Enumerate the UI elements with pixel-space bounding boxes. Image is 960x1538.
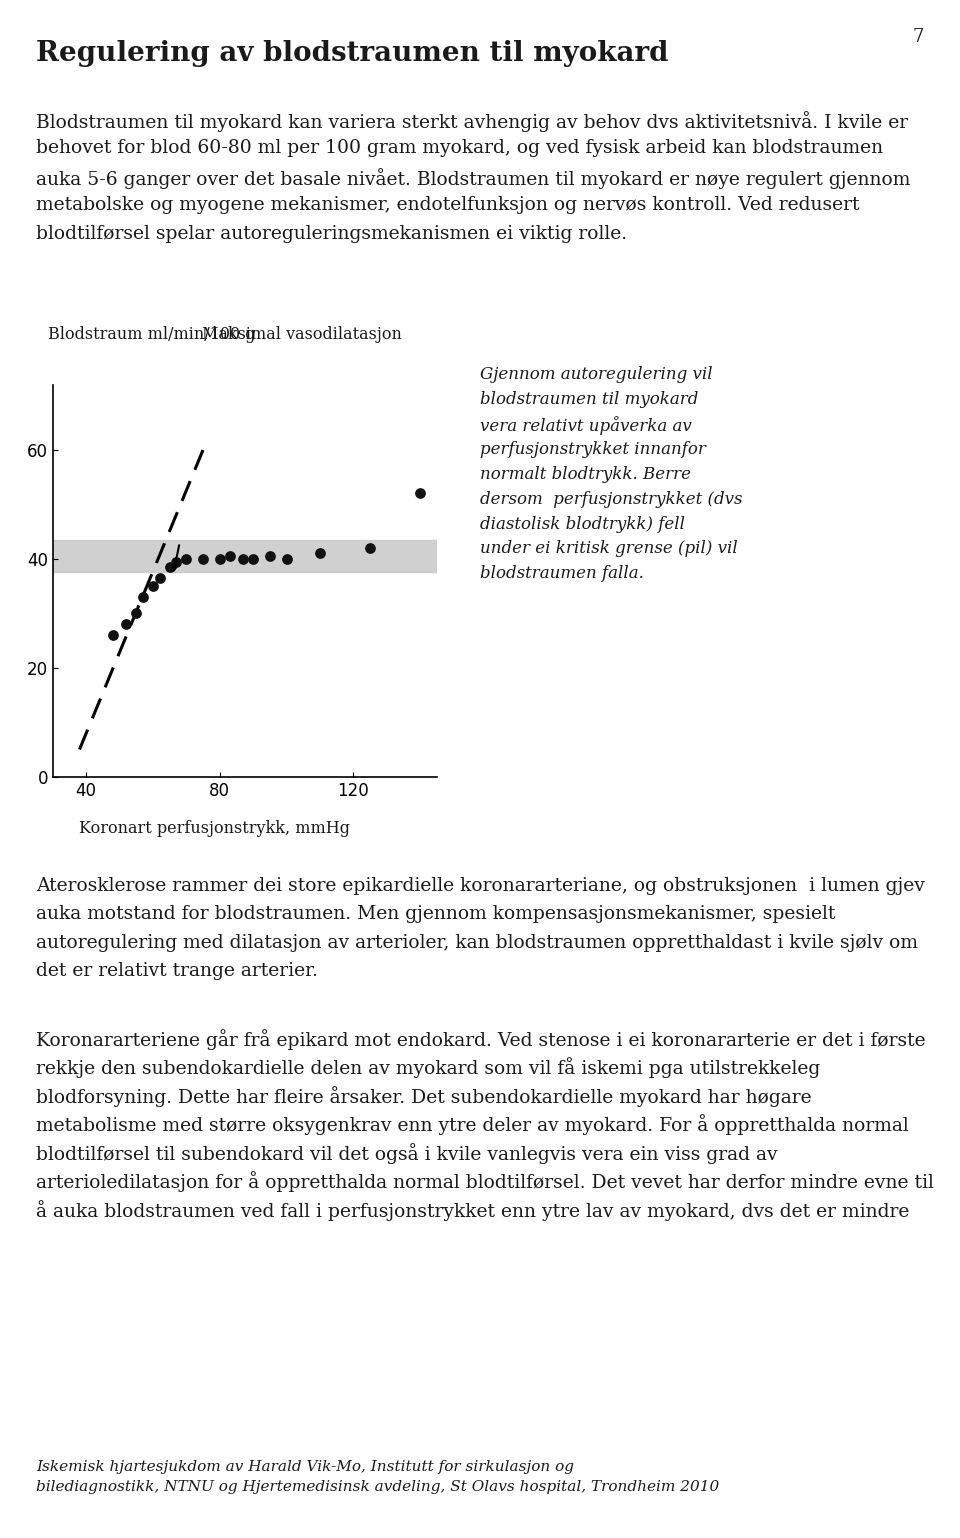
Text: rekkje den subendokardielle delen av myokard som vil få iskemi pga utilstrekkele: rekkje den subendokardielle delen av myo… — [36, 1058, 821, 1078]
Point — [212, 546, 228, 571]
Text: blodtilførsel til subendokard vil det også i kvile vanlegvis vera ein viss grad : blodtilførsel til subendokard vil det og… — [36, 1143, 779, 1164]
Text: blodtilførsel spelar autoreguleringsmekanismen ei viktig rolle.: blodtilførsel spelar autoreguleringsmeka… — [36, 225, 628, 243]
Point — [235, 546, 251, 571]
Text: arterioledilatasjon for å oppretthalda normal blodtilførsel. Det vevet har derfo: arterioledilatasjon for å oppretthalda n… — [36, 1172, 934, 1192]
Point — [119, 612, 134, 637]
Text: Aterosklerose rammer dei store epikardielle koronararteriane, og obstruksjonen  : Aterosklerose rammer dei store epikardie… — [36, 877, 925, 895]
Text: det er relativt trange arterier.: det er relativt trange arterier. — [36, 963, 319, 980]
Text: 7: 7 — [912, 28, 924, 46]
Point — [362, 535, 377, 560]
Text: autoregulering med dilatasjon av arterioler, kan blodstraumen oppretthaldast i k: autoregulering med dilatasjon av arterio… — [36, 934, 919, 952]
Text: bilediagnostikk, NTNU og Hjertemedisinsk avdeling, St Olavs hospital, Trondheim : bilediagnostikk, NTNU og Hjertemedisinsk… — [36, 1480, 720, 1493]
Text: auka motstand for blodstraumen. Men gjennom kompensasjonsmekanismer, spesielt: auka motstand for blodstraumen. Men gjen… — [36, 904, 836, 923]
Text: Gjennom autoregulering vil: Gjennom autoregulering vil — [480, 366, 712, 383]
Point — [152, 566, 167, 591]
Text: diastolisk blodtrykk) fell: diastolisk blodtrykk) fell — [480, 515, 685, 532]
Text: behovet for blod 60-80 ml per 100 gram myokard, og ved fysisk arbeid kan blodstr: behovet for blod 60-80 ml per 100 gram m… — [36, 138, 883, 157]
Point — [222, 544, 237, 569]
Point — [196, 546, 211, 571]
Point — [169, 549, 184, 574]
Point — [129, 601, 144, 626]
Point — [179, 546, 194, 571]
Text: metabolisme med større oksygenkrav enn ytre deler av myokard. For å oppretthalda: metabolisme med større oksygenkrav enn y… — [36, 1114, 909, 1135]
Text: Koronart perfusjonstrykk, mmHg: Koronart perfusjonstrykk, mmHg — [79, 820, 349, 837]
Text: å auka blodstraumen ved fall i perfusjonstrykket enn ytre lav av myokard, dvs de: å auka blodstraumen ved fall i perfusjon… — [36, 1200, 910, 1221]
Bar — [53, 540, 437, 572]
Text: vera relativt upåverka av: vera relativt upåverka av — [480, 415, 692, 435]
Text: blodstraumen falla.: blodstraumen falla. — [480, 566, 644, 583]
Text: Maksimal vasodilatasjon: Maksimal vasodilatasjon — [202, 326, 401, 343]
Text: Regulering av blodstraumen til myokard: Regulering av blodstraumen til myokard — [36, 40, 669, 68]
Text: blodforsyning. Dette har fleire årsaker. Det subendokardielle myokard har høgare: blodforsyning. Dette har fleire årsaker.… — [36, 1086, 812, 1107]
Point — [262, 544, 277, 569]
Point — [106, 623, 121, 647]
Point — [278, 546, 294, 571]
Text: perfusjonstrykket innanfor: perfusjonstrykket innanfor — [480, 441, 706, 458]
Text: Blodstraum ml/min/100 g: Blodstraum ml/min/100 g — [48, 326, 255, 343]
Point — [312, 541, 327, 566]
Text: normalt blodtrykk. Berre: normalt blodtrykk. Berre — [480, 466, 691, 483]
Text: auka 5-6 ganger over det basale nivået. Blodstraumen til myokard er nøye reguler: auka 5-6 ganger over det basale nivået. … — [36, 168, 911, 189]
Point — [162, 555, 178, 580]
Text: Blodstraumen til myokard kan variera sterkt avhengig av behov dvs aktivitetsnivå: Blodstraumen til myokard kan variera ste… — [36, 111, 908, 132]
Point — [145, 574, 160, 598]
Point — [413, 481, 428, 506]
Text: Koronararteriene går frå epikard mot endokard. Ved stenose i ei koronararterie e: Koronararteriene går frå epikard mot end… — [36, 1029, 926, 1050]
Text: dersom  perfusjonstrykket (dvs: dersom perfusjonstrykket (dvs — [480, 491, 742, 508]
Text: Iskemisk hjartesjukdom av Harald Vik-Mo, Institutt for sirkulasjon og: Iskemisk hjartesjukdom av Harald Vik-Mo,… — [36, 1460, 574, 1473]
Text: blodstraumen til myokard: blodstraumen til myokard — [480, 391, 698, 408]
Point — [246, 546, 261, 571]
Point — [135, 584, 151, 609]
Text: metabolske og myogene mekanismer, endotelfunksjon og nervøs kontroll. Ved reduse: metabolske og myogene mekanismer, endote… — [36, 195, 860, 214]
Text: under ei kritisk grense (pil) vil: under ei kritisk grense (pil) vil — [480, 540, 737, 557]
